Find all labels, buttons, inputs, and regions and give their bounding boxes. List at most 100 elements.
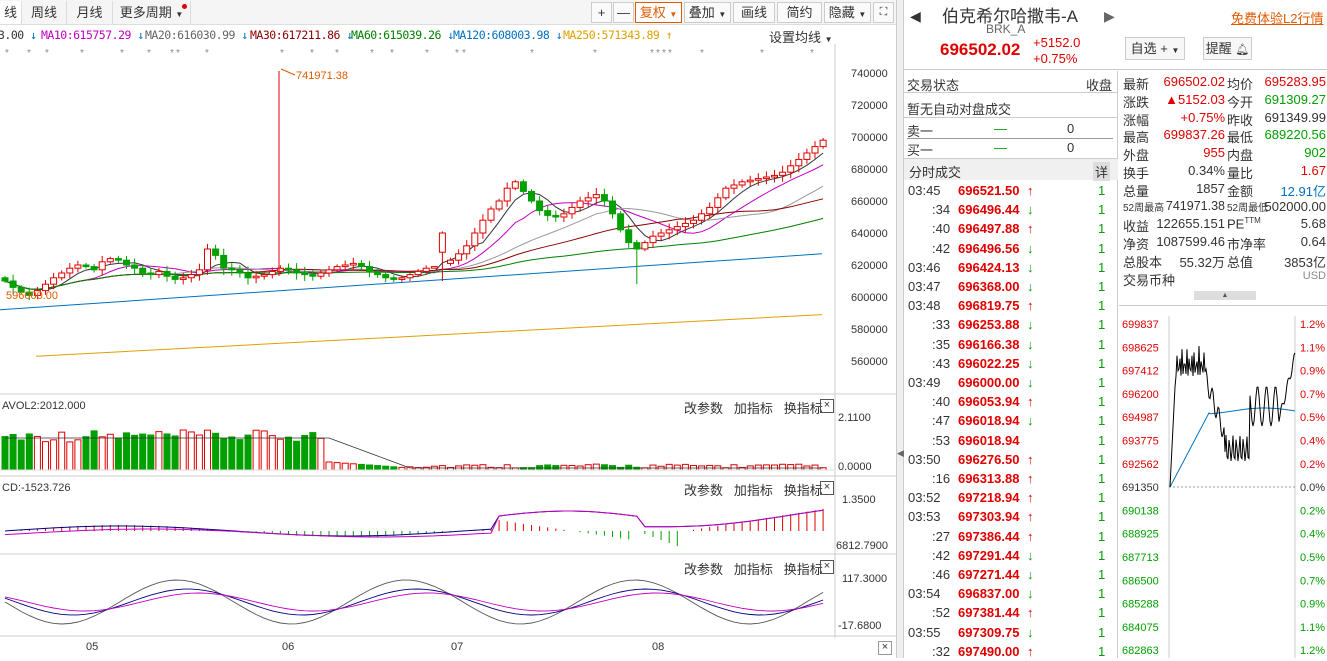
edit-params-button[interactable]: 改参数 <box>684 401 724 416</box>
tick-row: :42 697291.44 ↓ 1 <box>904 546 1118 565</box>
candle <box>471 227 479 252</box>
switch-indicator-button[interactable]: 换指标 <box>783 483 823 498</box>
kline-chart[interactable]: * * * * * * * * * * * * * * * * * * * * * * * * * * 7400007200007… <box>0 44 896 658</box>
market-close-label: 收盘 <box>1086 78 1113 93</box>
hide-button[interactable]: 隐藏 ▼ <box>824 2 871 23</box>
tab-day[interactable]: 线 <box>0 1 22 24</box>
alert-label: 提醒 <box>1205 41 1232 56</box>
quote-label: 最新 <box>1123 77 1150 92</box>
tick-time: :43 <box>932 355 951 371</box>
prev-stock-icon[interactable]: ◀ <box>910 8 921 24</box>
candle <box>552 210 560 222</box>
candle <box>722 185 730 201</box>
tick-direction-icon: ↓ <box>1027 259 1034 275</box>
tick-volume: 1 <box>1098 394 1106 410</box>
volume-bar <box>114 437 122 471</box>
candle-body <box>50 277 58 285</box>
candle-body <box>519 181 527 192</box>
edit-params-button[interactable]: 改参数 <box>684 562 724 577</box>
add-indicator-button[interactable]: 加指标 <box>733 401 773 416</box>
candle <box>349 257 357 271</box>
add-watchlist-button[interactable]: 自选 + ▼ <box>1125 37 1185 60</box>
quote-value: 699837.26 <box>1163 127 1225 143</box>
tick-row: :52 697381.44 ↑ 1 <box>904 603 1118 622</box>
candle <box>244 266 252 285</box>
switch-indicator-button[interactable]: 换指标 <box>783 401 823 416</box>
quote-label: 交易币种 <box>1123 272 1176 288</box>
month-label: 05 <box>86 641 98 653</box>
candle <box>746 175 754 187</box>
ma-settings-button[interactable]: 设置均线 ▼ <box>769 27 833 46</box>
tick-time: :42 <box>932 547 951 563</box>
volume-bar <box>139 433 147 471</box>
tick-direction-icon: ↑ <box>1027 528 1034 544</box>
candle <box>463 240 471 260</box>
zoom-out-button[interactable]: — <box>613 2 634 23</box>
candle-body <box>9 280 17 288</box>
candle <box>50 272 58 290</box>
event-marker-icon: * <box>390 48 394 59</box>
close-panel-icon[interactable]: × <box>820 399 834 413</box>
l2-trial-link[interactable]: 免费体验L2行情 <box>1231 11 1324 26</box>
close-panel-icon[interactable]: × <box>820 481 834 495</box>
ma30-label: MA30:617211.86 ↓ <box>250 28 353 42</box>
tick-row: :33 696253.88 ↓ 1 <box>904 315 1118 334</box>
ticks-detail-button[interactable]: 详 <box>1093 162 1111 181</box>
tab-month[interactable]: 月线 <box>67 1 113 24</box>
tick-price: 696496.44 <box>958 202 1020 218</box>
event-marker-icon: * <box>593 48 597 59</box>
candle-body <box>544 210 552 216</box>
tick-volume: 1 <box>1098 451 1106 467</box>
tick-price: 696000.00 <box>958 375 1020 390</box>
event-marker-icon: * <box>80 48 84 59</box>
intraday-price-tick: 685288 <box>1122 599 1159 611</box>
tick-time: :33 <box>932 317 951 333</box>
intraday-chart[interactable]: 699837 1.2% 698625 1.1% 697412 0.9% 696200 0.7%… <box>1119 316 1327 658</box>
collapse-quote-icon[interactable]: ▲ <box>1194 291 1256 300</box>
intraday-pct-tick: 1.2% <box>1300 319 1325 331</box>
fullscreen-icon[interactable]: ⛶ <box>873 2 894 23</box>
candle-body <box>633 242 641 250</box>
draw-line-button[interactable]: 画线 <box>733 2 775 23</box>
overlay-label: 叠加 <box>688 5 715 20</box>
close-panel-icon[interactable]: × <box>820 560 834 574</box>
adjust-price-label: 复权 <box>639 5 666 20</box>
add-indicator-button[interactable]: 加指标 <box>733 562 773 577</box>
edit-params-button[interactable]: 改参数 <box>684 483 724 498</box>
pe-ttm-superscript: TTM <box>1244 216 1261 226</box>
intraday-price-tick: 682863 <box>1122 645 1159 657</box>
overlay-button[interactable]: 叠加 ▼ <box>684 2 731 23</box>
tick-time: :46 <box>932 567 951 582</box>
quote-label: PETTM <box>1227 216 1261 232</box>
add-indicator-button[interactable]: 加指标 <box>733 483 773 498</box>
candle-body <box>471 232 479 247</box>
candle-body <box>479 219 487 234</box>
adjust-price-button[interactable]: 复权 ▼ <box>635 2 682 23</box>
volume-bar <box>268 435 276 471</box>
sell1-volume: 0 <box>1067 121 1075 136</box>
volume-bar <box>252 429 260 471</box>
simple-mode-button[interactable]: 简约 <box>777 2 822 23</box>
quote-panel: 最新 696502.02 均价 695283.95 涨跌 ▲5152.03 今开 691309… <box>1119 71 1327 291</box>
zoom-in-button[interactable]: + <box>591 2 612 23</box>
candle <box>187 269 195 283</box>
buy1-volume: 0 <box>1067 140 1075 155</box>
tab-week[interactable]: 周线 <box>22 1 67 24</box>
alert-button[interactable]: 提醒 🔔︎ <box>1203 37 1252 60</box>
tick-time: 03:55 <box>908 624 941 640</box>
ma120-label: MA120:608003.98 ↓ <box>453 28 563 42</box>
close-chart-icon[interactable]: × <box>878 641 892 655</box>
quote-label: 52周最低 <box>1227 202 1269 214</box>
next-stock-icon[interactable]: ▶ <box>1104 8 1115 24</box>
candle <box>819 137 827 149</box>
tick-volume: 1 <box>1098 279 1106 294</box>
tick-direction-icon: ↓ <box>1027 624 1034 640</box>
panel-splitter[interactable]: ◀ <box>896 0 904 658</box>
quote-value: 0.64 <box>1300 234 1326 250</box>
tab-more-periods[interactable]: 更多周期 ▼ <box>113 1 191 24</box>
tab-more-periods-label: 更多周期 <box>119 5 172 20</box>
tick-volume: 1 <box>1098 259 1106 275</box>
collapse-arrow-icon[interactable]: ◀ <box>897 448 904 458</box>
switch-indicator-button[interactable]: 换指标 <box>783 562 823 577</box>
candle <box>390 275 398 283</box>
